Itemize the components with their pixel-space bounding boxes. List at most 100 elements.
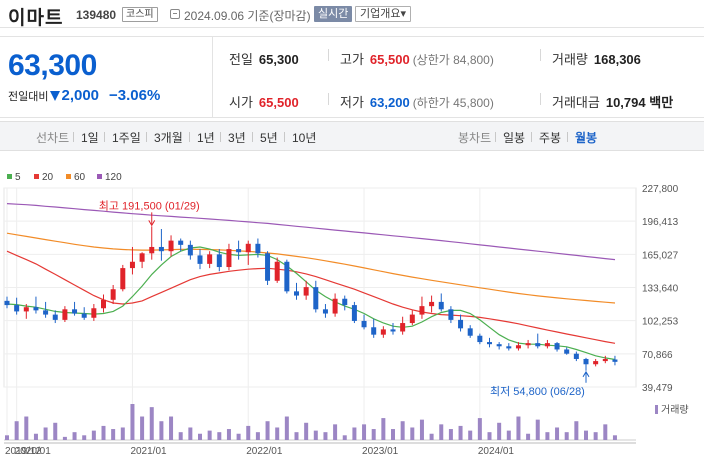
candle-body [110,289,116,300]
stat-label: 고가 [340,52,364,67]
volume-bar [410,427,415,440]
stat-trade-amount: 거래대금 10,794 백만 [552,92,673,111]
volume-bar [198,433,202,440]
toolbar-divider [567,132,568,142]
volume-bar [506,430,511,440]
legend-ma120: 120 [97,172,122,183]
low-annotation: 최저 54,800 (06/28) [490,385,585,398]
candle-body [380,329,386,335]
volume-bar [333,424,338,440]
volume-bar [371,429,376,440]
period-1d[interactable]: 1일 [81,131,99,145]
volume-bar [159,421,164,440]
stat-label: 거래량 [552,52,588,67]
candle-body [487,342,492,345]
candle-body [409,314,415,324]
legend-ma20: 20 [34,172,53,183]
toolbar-divider [73,132,74,142]
volume-bar [439,424,444,440]
candle-weekly[interactable]: 주봉 [539,131,562,145]
candle-body [506,346,512,349]
stat-sub: (하한가 45,800) [412,96,494,110]
candle-body [496,344,502,347]
candle-body [303,287,309,296]
candle-body [120,268,126,290]
chart-toolbar: 선차트 1일 1주일 3개월 1년 3년 5년 10년 봉차트 일봉 주봉 월봉 [0,121,704,151]
volume-bar [419,419,424,440]
candle-body [129,261,135,269]
candle-body [245,243,251,253]
volume-bar [342,435,347,440]
volume-bar [236,433,241,440]
price-chart[interactable]: 227,800 196,413 165,027 133,640 102,253 70,86… [0,176,704,458]
period-1y[interactable]: 1년 [197,131,215,145]
period-3y[interactable]: 3년 [228,131,246,145]
toolbar-divider [252,132,253,142]
legend-label: 120 [105,172,122,183]
candle-body [390,329,396,332]
stat-value: 63,200 [369,95,410,110]
toolbar-divider [104,132,105,142]
volume-bar [24,416,29,440]
candle-body [274,261,280,281]
candle-body [313,287,319,310]
volume-bar [497,422,502,440]
volume-bar [265,421,270,440]
candle-body [371,327,377,335]
y-tick-label: 39,479 [642,383,673,394]
candle-body [535,343,541,347]
annotation-arrowhead [148,220,156,227]
volume-bar [188,427,193,440]
volume-bar [207,430,212,440]
candle-body [332,298,338,314]
x-tick-label: 2024/01 [478,446,515,457]
legend-label: 20 [42,172,54,183]
candle-body [187,244,193,256]
volume-bar [458,425,463,440]
y-tick-label: 133,640 [642,283,679,294]
volume-bar [140,416,145,440]
candle-daily[interactable]: 일봉 [503,131,526,145]
candle-body [197,255,203,264]
toolbar-divider [284,132,285,142]
y-tick-label: 102,253 [642,317,679,328]
period-5y[interactable]: 5년 [260,131,278,145]
company-overview-button[interactable]: 기업개요▾ [355,6,412,22]
volume-bar [82,435,87,440]
high-annotation: 최고 191,500 (01/29) [99,199,200,212]
volume-bar [362,424,367,440]
toolbar-divider [220,132,221,142]
candle-body [216,254,222,268]
x-tick-label: 2023/01 [362,446,399,457]
volume-bar [43,427,48,440]
candle-body [265,253,271,281]
candle-monthly[interactable]: 월봉 [575,131,598,145]
candle-body [400,323,406,332]
x-tick-label: 2019/12 [5,446,42,457]
volume-bar [111,429,116,440]
candle-body [23,307,29,312]
candle-body [554,343,560,350]
candle-body [573,353,579,359]
volume-bar [352,427,357,440]
column-divider [328,93,329,105]
x-tick-label: 2022/01 [246,446,283,457]
volume-bar [516,416,521,440]
change-label: 전일대비 [8,91,49,103]
stat-open: 시가 65,500 [229,92,299,111]
volume-bar [391,429,395,440]
candle-body [236,249,242,253]
period-1w[interactable]: 1주일 [112,131,141,145]
period-10y[interactable]: 10년 [292,131,317,145]
stat-label: 저가 [340,95,364,110]
period-3m[interactable]: 3개월 [154,131,183,145]
volume-bar [217,432,222,440]
candle-body [72,309,78,314]
volume-bar [323,432,328,440]
realtime-button[interactable]: 실시간 [314,6,353,22]
toolbar-divider [189,132,190,142]
candle-body [593,361,599,365]
line-chart-label: 선차트 [36,131,70,145]
volume-bar [593,432,598,440]
volume-bar [169,416,174,440]
